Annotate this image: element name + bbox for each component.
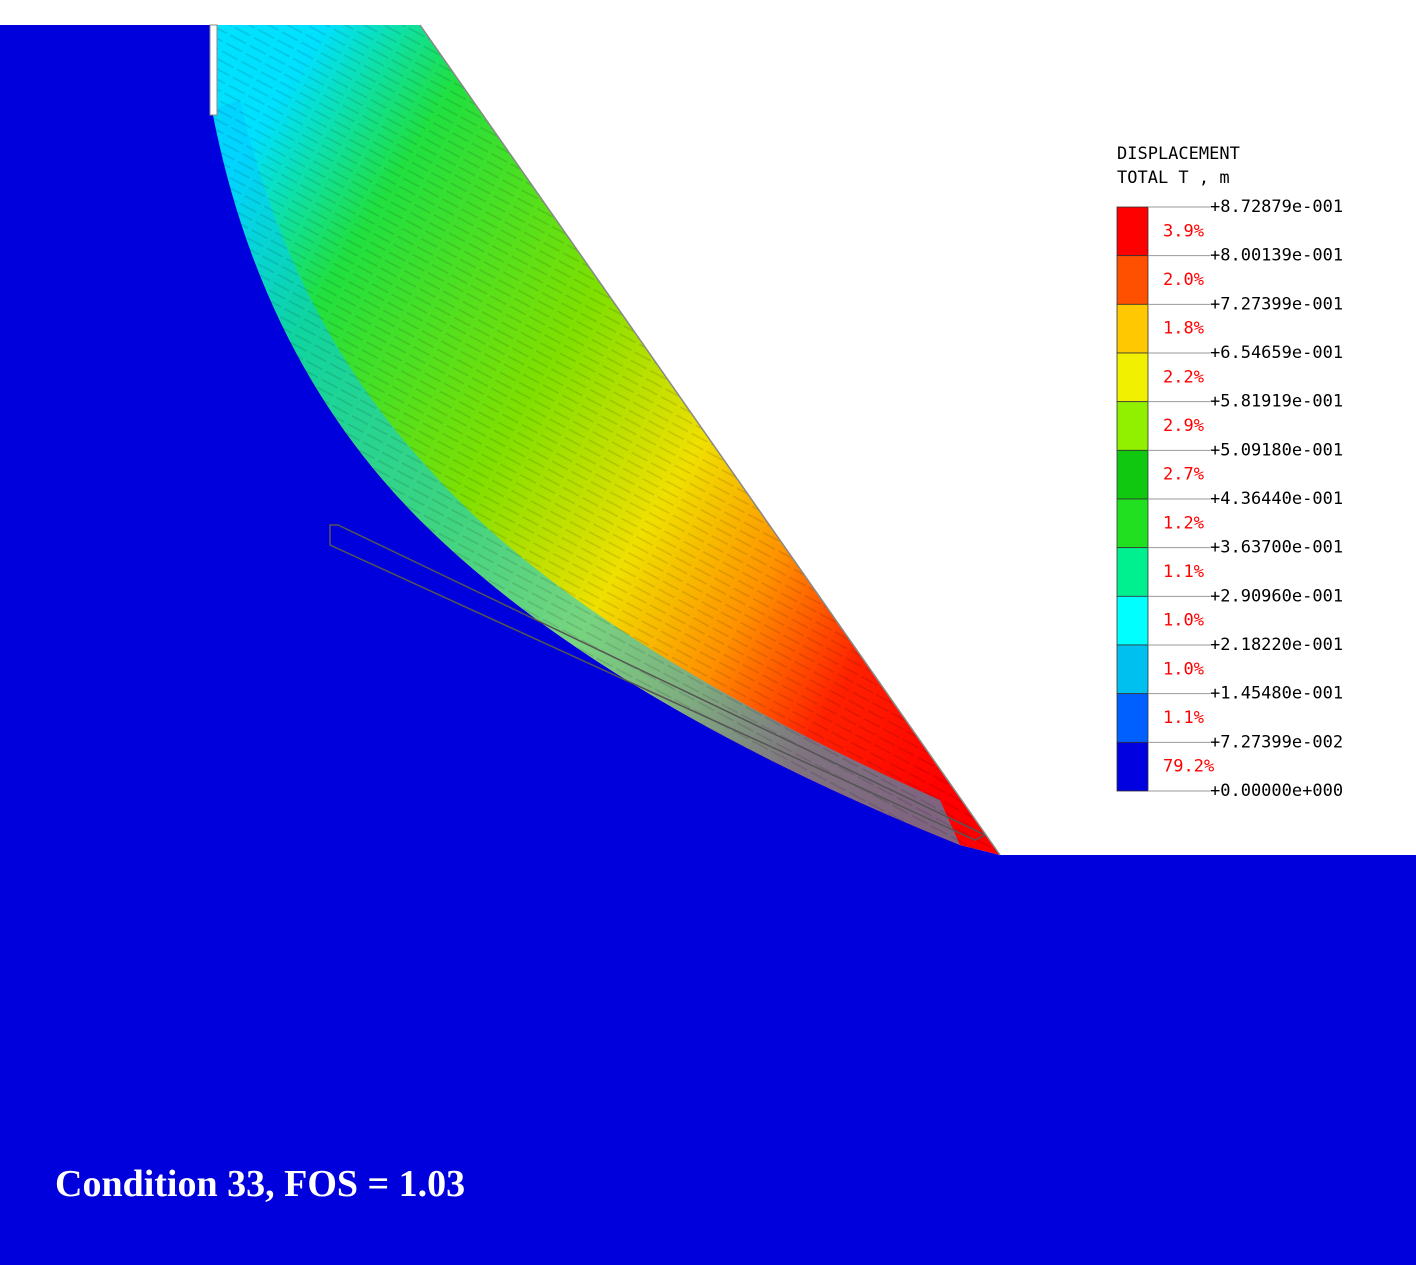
legend-percentage: 1.2% [1163, 513, 1204, 533]
legend-title: DISPLACEMENT [1117, 144, 1240, 164]
legend-percentage: 1.0% [1163, 659, 1204, 679]
ground [0, 25, 1416, 1265]
legend-level: +5.09180e-001 [1210, 440, 1343, 460]
legend-level: +6.54659e-001 [1210, 343, 1343, 363]
legend-percentage: 1.1% [1163, 708, 1204, 728]
slope-face [419, 24, 1001, 856]
legend-percentage: 1.1% [1163, 562, 1204, 582]
legend-band [1116, 449, 1149, 500]
legend-band [1116, 303, 1149, 354]
legend-band [1116, 595, 1149, 646]
legend-percentage: 2.9% [1163, 416, 1204, 436]
legend-level: +7.27399e-002 [1210, 732, 1343, 752]
legend-title: TOTAL T , m [1117, 168, 1230, 188]
legend-percentage: 2.7% [1163, 465, 1204, 485]
legend-band [1116, 498, 1149, 549]
legend-band [1116, 741, 1149, 792]
legend-level: +0.00000e+000 [1210, 781, 1343, 801]
retaining-pile [209, 24, 218, 116]
legend-level: +2.18220e-001 [1210, 635, 1343, 655]
legend-percentage: 1.8% [1163, 319, 1204, 339]
legend-band [1116, 401, 1149, 451]
legend-band [1116, 644, 1149, 695]
legend-level: +3.63700e-001 [1210, 538, 1343, 558]
legend-level: +2.90960e-001 [1210, 586, 1343, 606]
legend-band [1116, 547, 1149, 597]
legend-level: +8.72879e-001 [1210, 197, 1343, 217]
caption: Condition 33, FOS = 1.03 [55, 1163, 465, 1205]
legend-percentage: 2.0% [1163, 270, 1204, 290]
legend-percentage: 79.2% [1163, 757, 1214, 777]
legend-level: +4.36440e-001 [1210, 489, 1343, 509]
legend-level: +8.00139e-001 [1210, 246, 1343, 266]
legend-band [1116, 352, 1149, 403]
anchor-outline [329, 524, 987, 841]
legend-percentage: 1.0% [1163, 611, 1204, 631]
legend-level: +7.27399e-001 [1210, 294, 1343, 314]
legend: +8.72879e-001 +8.00139e-001 +7.27399e-001 +… [1116, 197, 1343, 801]
legend-band [1116, 206, 1149, 257]
legend-level: +5.81919e-001 [1210, 392, 1343, 412]
legend-percentage: 2.2% [1163, 367, 1204, 387]
legend-percentage: 3.9% [1163, 221, 1204, 241]
legend-level: +1.45480e-001 [1210, 684, 1343, 704]
legend-band [1116, 255, 1149, 305]
legend-band [1116, 693, 1149, 743]
